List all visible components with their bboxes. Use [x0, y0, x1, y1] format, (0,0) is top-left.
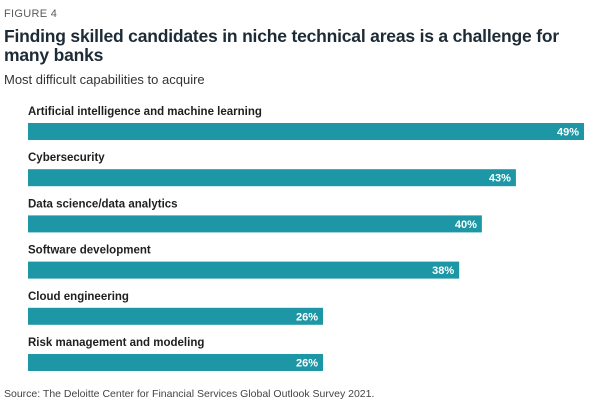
- bar: [28, 307, 324, 325]
- category-label: Cloud engineering: [28, 291, 129, 303]
- source-note: Source: The Deloitte Center for Financia…: [4, 388, 375, 400]
- figure-label: FIGURE 4: [4, 8, 58, 20]
- chart-title: Finding skilled candidates in niche tech…: [4, 26, 559, 65]
- category-label: Risk management and modeling: [28, 337, 204, 349]
- value-label: 40%: [455, 219, 477, 231]
- category-label: Data science/data analytics: [28, 198, 178, 210]
- value-label: 26%: [296, 311, 318, 323]
- bar: [28, 123, 584, 140]
- category-label: Cybersecurity: [28, 152, 105, 164]
- bar: [28, 169, 516, 187]
- value-label: 38%: [432, 265, 454, 277]
- category-label: Artificial intelligence and machine lear…: [28, 106, 262, 118]
- bar: [28, 354, 324, 371]
- value-label: 26%: [296, 358, 318, 370]
- value-label: 49%: [557, 127, 579, 139]
- category-label: Software development: [28, 245, 151, 257]
- bar: [28, 215, 482, 233]
- value-label: 43%: [489, 173, 511, 185]
- bar: [28, 261, 460, 279]
- chart-subtitle: Most difficult capabilities to acquire: [4, 72, 205, 87]
